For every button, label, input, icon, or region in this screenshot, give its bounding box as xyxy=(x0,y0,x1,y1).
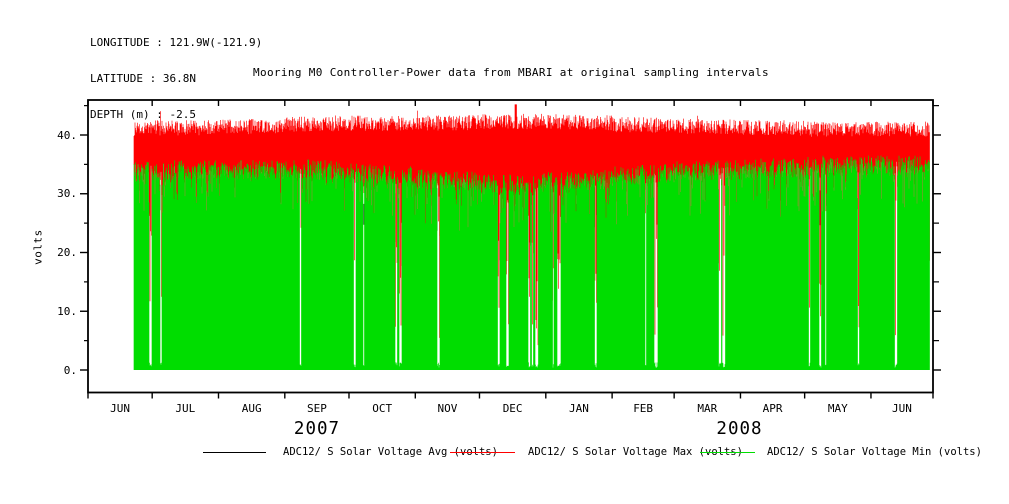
legend-label-max: ADC12/ S Solar Voltage Max (volts) xyxy=(528,446,743,458)
x-month-label: AUG xyxy=(241,402,262,415)
chart-title: Mooring M0 Controller-Power data from MB… xyxy=(253,66,769,79)
legend-line-avg xyxy=(203,452,266,453)
y-tick-label: 20. xyxy=(57,246,77,259)
x-month-label: JUN xyxy=(110,402,131,415)
plot-frame xyxy=(87,99,934,394)
legend-line-max xyxy=(450,452,515,453)
longitude-label: LONGITUDE : 121.9W(-121.9) xyxy=(90,36,263,49)
x-month-label: DEC xyxy=(502,402,523,415)
legend-label-avg: ADC12/ S Solar Voltage Avg (volts) xyxy=(283,446,498,458)
x-month-label: MAY xyxy=(827,402,848,415)
x-month-label: FEB xyxy=(633,402,654,415)
x-month-label: JAN xyxy=(569,402,589,415)
latitude-label: LATITUDE : 36.8N xyxy=(90,72,196,85)
x-year-label: 2007 xyxy=(293,419,341,439)
x-month-label: OCT xyxy=(372,402,393,415)
y-tick-label: 10. xyxy=(57,304,77,318)
x-month-label: APR xyxy=(762,402,783,415)
x-year-label: 2008 xyxy=(716,419,763,439)
x-month-label: JUL xyxy=(175,402,196,415)
x-month-label: MAR xyxy=(697,402,718,415)
x-month-label: SEP xyxy=(306,402,327,415)
x-month-label: JUN xyxy=(892,402,912,415)
legend-label-min: ADC12/ S Solar Voltage Min (volts) xyxy=(767,446,982,458)
header-block: LONGITUDE : 121.9W(-121.9) LATITUDE : 36… xyxy=(90,13,262,145)
y-tick-label: 0. xyxy=(63,363,77,377)
y-tick-label: 30. xyxy=(57,187,77,201)
legend-line-min xyxy=(700,452,755,453)
x-month-label: NOV xyxy=(437,402,458,415)
series-min-path xyxy=(133,155,930,370)
depth-label: DEPTH (m) : -2.5 xyxy=(90,108,196,121)
y-tick-label: 40. xyxy=(57,128,77,142)
